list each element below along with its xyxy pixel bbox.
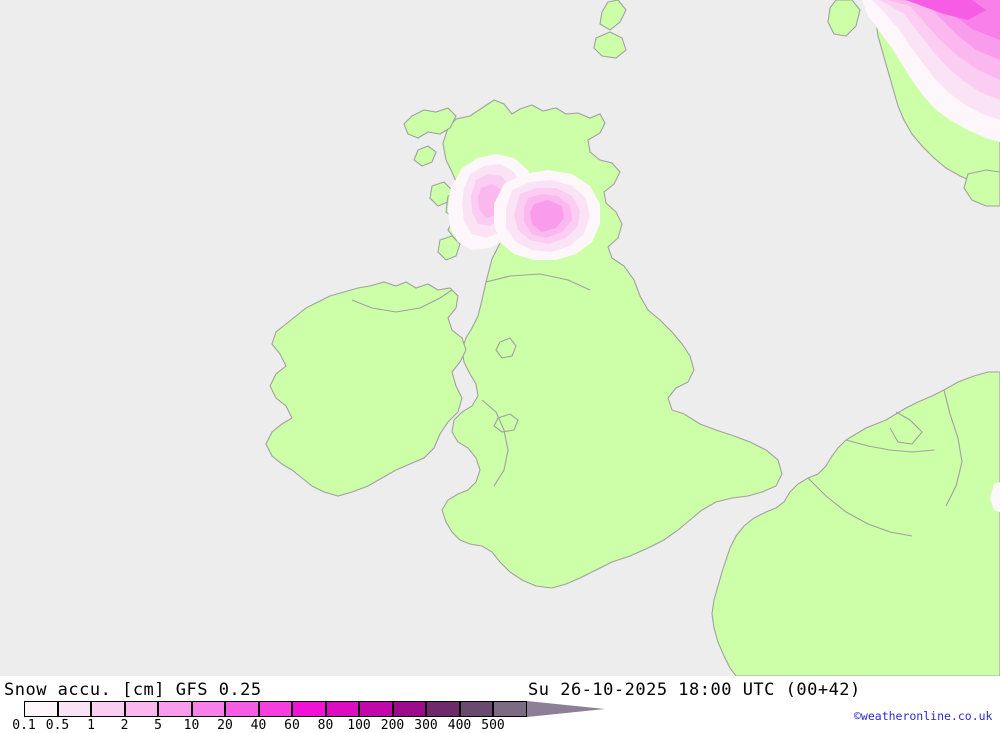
land-ireland — [265, 281, 467, 497]
color-scale-segment-200[interactable] — [392, 701, 426, 717]
color-scale-segment-400[interactable] — [459, 701, 493, 717]
color-scale-tick-0.1: 0.1 — [12, 718, 36, 733]
color-scale-tick-300: 300 — [414, 718, 438, 733]
color-scale-segment-20[interactable] — [225, 701, 259, 717]
color-scale-tick-20: 20 — [217, 718, 233, 733]
snow-band-0.1-north-sea-east — [990, 482, 1000, 512]
color-scale-segment-0.1[interactable] — [24, 701, 58, 717]
color-scale-tick-100: 100 — [347, 718, 371, 733]
land-shetland — [599, 0, 627, 31]
color-scale-segment-40[interactable] — [258, 701, 292, 717]
land-isle-of-man — [495, 337, 517, 359]
border-belgium-netherlands — [845, 439, 935, 453]
color-scale-segment-60[interactable] — [292, 701, 326, 717]
map-canvas[interactable] — [0, 0, 1000, 676]
color-scale-segment-10[interactable] — [191, 701, 225, 717]
color-scale-segment-2[interactable] — [124, 701, 158, 717]
land-anglesey — [493, 413, 519, 433]
land-continental-europe — [711, 371, 1000, 676]
color-scale-tick-1: 1 — [87, 718, 95, 733]
color-scale-tick-400: 400 — [447, 718, 472, 733]
coast-ijsselmeer — [889, 411, 923, 445]
land-outer-hebrides-north — [403, 107, 457, 139]
border-netherlands-germany — [943, 389, 963, 507]
color-scale-segment-0.5[interactable] — [57, 701, 91, 717]
border-wales-england — [481, 399, 509, 487]
color-scale-tick-40: 40 — [250, 718, 267, 733]
color-scale-segment-100[interactable] — [359, 701, 393, 717]
color-scale-tick-500: 500 — [481, 718, 505, 733]
color-scale-tick-200: 200 — [380, 718, 405, 733]
color-scale-segment-300[interactable] — [426, 701, 460, 717]
land-norway-islands — [827, 0, 861, 37]
map-footer: Snow accu. [cm] GFS 0.25 Su 26-10-2025 1… — [0, 676, 1000, 733]
land-denmark-fragment — [963, 169, 1000, 207]
copyright-credit[interactable]: ©weatheronline.co.uk — [854, 709, 993, 723]
map-svg — [265, 0, 1000, 676]
snow-band-5-cairngorms — [530, 200, 564, 232]
border-ireland-north — [351, 289, 453, 313]
color-scale-tick-10: 10 — [183, 718, 200, 733]
forecast-timestamp: Su 26-10-2025 18:00 UTC (00+42) — [528, 680, 861, 700]
color-scale-tick-80: 80 — [317, 718, 334, 733]
color-scale-segment-5[interactable] — [158, 701, 192, 717]
snow-contour-group — [448, 0, 1000, 512]
border-scotland-england — [485, 273, 591, 291]
color-scale-tick-60: 60 — [284, 718, 300, 733]
coastline-overlay-group — [351, 273, 963, 537]
color-scale-tick-2: 2 — [120, 718, 129, 733]
snow-band-20-norway — [906, 0, 986, 20]
color-scale-tick-5: 5 — [154, 718, 162, 733]
land-orkney — [593, 31, 627, 59]
land-outer-hebrides-mid — [413, 145, 437, 167]
color-scale-tick-0.5: 0.5 — [45, 718, 70, 733]
color-scale-segment-80[interactable] — [325, 701, 359, 717]
color-scale-overflow-arrow — [526, 701, 605, 717]
color-scale-segment-500[interactable] — [493, 701, 527, 717]
color-scale-tick-labels: 0.1 0.5 1 2 5 10 20 40 60 80 100 200 300 400 500 — [0, 718, 600, 733]
border-belgium-france — [807, 477, 913, 537]
color-scale-segment-1[interactable] — [91, 701, 125, 717]
legend-title: Snow accu. [cm] GFS 0.25 — [4, 680, 262, 700]
